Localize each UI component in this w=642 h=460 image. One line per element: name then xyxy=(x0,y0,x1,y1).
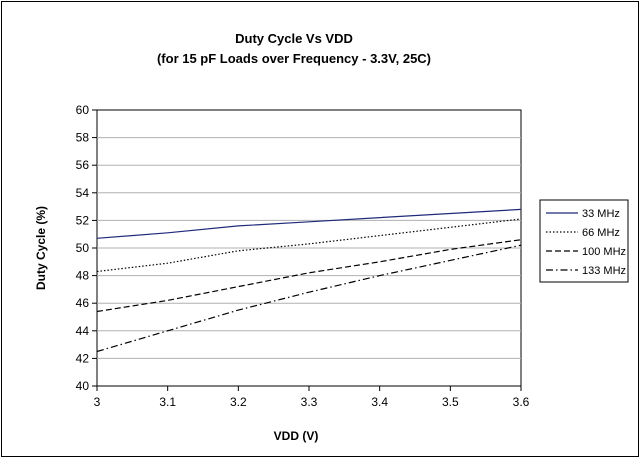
x-tick-label: 3.5 xyxy=(442,395,459,409)
x-axis-ticks: 3 3.1 3.2 3.3 3.4 3.5 3.6 xyxy=(94,386,530,409)
legend-box xyxy=(539,199,629,283)
y-axis-label: Duty Cycle (%) xyxy=(34,206,48,290)
x-tick-label: 3.2 xyxy=(230,395,247,409)
legend-label: 100 MHz xyxy=(582,246,626,258)
legend-label: 33 MHz xyxy=(582,208,620,220)
y-tick-label: 54 xyxy=(76,186,90,200)
gridlines xyxy=(97,137,521,359)
series-line xyxy=(96,244,522,353)
y-tick-label: 56 xyxy=(76,158,90,172)
y-tick-label: 60 xyxy=(76,103,90,117)
x-tick-label: 3.1 xyxy=(159,395,176,409)
x-tick-label: 3.4 xyxy=(371,395,388,409)
y-tick-label: 58 xyxy=(76,131,90,145)
y-axis-ticks: 40 42 44 46 48 50 52 54 56 58 60 xyxy=(76,103,97,393)
y-tick-label: 52 xyxy=(76,213,90,227)
series-line xyxy=(96,208,522,239)
x-tick-label: 3 xyxy=(94,395,101,409)
y-tick-label: 40 xyxy=(76,379,90,393)
legend-label: 133 MHz xyxy=(582,265,626,277)
series-lines xyxy=(96,208,522,353)
x-tick-label: 3.6 xyxy=(513,395,530,409)
y-tick-label: 48 xyxy=(76,269,90,283)
x-tick-label: 3.3 xyxy=(301,395,318,409)
legend: 33 MHz 66 MHz 100 MHz 133 MHz xyxy=(539,199,629,283)
series-line xyxy=(96,218,522,273)
y-tick-label: 50 xyxy=(76,241,90,255)
chart-subtitle: (for 15 pF Loads over Frequency - 3.3V, … xyxy=(157,51,431,66)
y-tick-label: 42 xyxy=(76,351,90,365)
y-tick-label: 44 xyxy=(76,324,90,338)
chart-title: Duty Cycle Vs VDD xyxy=(235,31,353,46)
y-tick-label: 46 xyxy=(76,296,90,310)
legend-label: 66 MHz xyxy=(582,227,620,239)
x-axis-label: VDD (V) xyxy=(274,429,319,443)
